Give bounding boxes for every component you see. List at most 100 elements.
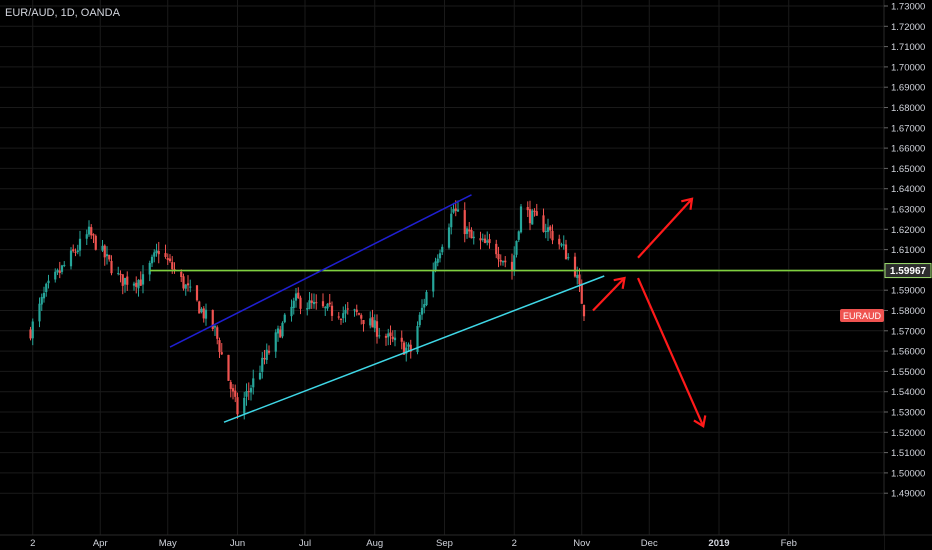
candle-body	[438, 253, 442, 259]
symbol-badge: EURAUD	[840, 309, 884, 322]
candle-body	[42, 292, 46, 299]
candle-body	[263, 357, 266, 360]
candle-body	[252, 378, 255, 388]
candle-body	[157, 250, 160, 255]
candle-body	[141, 274, 145, 285]
candle-body	[373, 320, 376, 329]
candle-body	[243, 397, 246, 414]
chart-drawings[interactable]	[150, 194, 884, 428]
candle-body	[119, 273, 122, 275]
candle-body	[342, 313, 345, 319]
arrow-line[interactable]	[637, 198, 693, 259]
candle-body	[47, 280, 50, 284]
candle-body	[499, 259, 502, 262]
candle-body	[279, 329, 282, 338]
time-tick-label: Apr	[93, 538, 108, 549]
candle-body	[355, 309, 358, 313]
candle-body	[567, 257, 570, 259]
candle-body	[531, 210, 534, 225]
candle-body	[87, 226, 91, 235]
candle-body	[132, 283, 136, 286]
arrow-line[interactable]	[592, 277, 626, 312]
candle-body	[218, 340, 221, 353]
candle-body	[126, 276, 129, 285]
time-axis-panel[interactable]	[0, 535, 884, 550]
candle-body	[29, 329, 32, 339]
candle-body	[38, 303, 41, 322]
price-tick-label: 1.67000	[891, 123, 925, 134]
candle-body	[247, 391, 250, 393]
price-tick-label: 1.61000	[891, 245, 925, 256]
candle-body	[69, 250, 73, 267]
arrow-line[interactable]	[636, 277, 705, 427]
symbol-title: EUR/AUD, 1D, OANDA	[5, 7, 121, 19]
candle-body	[389, 332, 392, 337]
candle-body	[294, 293, 298, 301]
candle-body	[420, 307, 424, 315]
candle-body	[362, 320, 365, 325]
candle-body	[267, 350, 271, 353]
candle-body	[229, 382, 232, 389]
candle-body	[153, 252, 156, 257]
channel-lower-trendline[interactable]	[223, 275, 605, 423]
candle-body	[204, 309, 208, 319]
time-tick-label: Jul	[299, 538, 311, 549]
channel-upper-trendline[interactable]	[169, 194, 472, 348]
candle-body	[63, 264, 66, 266]
candle-body	[321, 301, 325, 307]
candle-body	[468, 229, 471, 232]
candle-body	[423, 304, 426, 308]
time-tick-label: Feb	[781, 538, 797, 549]
candle-body	[310, 300, 313, 303]
candle-body	[353, 309, 356, 311]
candle-body	[391, 336, 394, 340]
candle-body	[249, 388, 253, 393]
candle-body	[40, 296, 43, 305]
price-tick-label: 1.50000	[891, 468, 925, 479]
arrow-head	[681, 197, 694, 210]
candle-body	[434, 261, 437, 272]
price-tick-label: 1.66000	[891, 144, 925, 155]
candle-body	[481, 238, 484, 240]
candle-body	[85, 234, 88, 239]
candle-body	[456, 209, 460, 212]
candle-body	[184, 284, 187, 289]
price-tick-label: 1.72000	[891, 22, 925, 33]
candle-body	[245, 391, 248, 397]
candle-body	[526, 207, 529, 211]
candle-body	[324, 307, 327, 309]
candle-body	[168, 258, 172, 262]
candle-body	[189, 286, 192, 288]
candle-body	[121, 274, 124, 286]
price-tick-label: 1.52000	[891, 428, 925, 439]
candle-body	[497, 253, 500, 260]
price-tick-label: 1.51000	[891, 448, 925, 459]
price-tick-label: 1.69000	[891, 83, 925, 94]
candle-body	[326, 303, 329, 309]
candle-body	[402, 342, 406, 355]
candle-body	[393, 337, 397, 341]
candle-body	[546, 227, 550, 232]
candle-body	[375, 321, 379, 337]
candle-body	[542, 215, 545, 232]
arrow-head	[613, 276, 626, 290]
candle-body	[580, 283, 583, 304]
candle-body	[501, 261, 505, 263]
candle-body	[337, 316, 340, 318]
candle-body	[45, 283, 48, 293]
candle-body	[94, 235, 97, 250]
price-tick-label: 1.54000	[891, 387, 925, 398]
candle-body	[236, 397, 239, 415]
candle-body	[31, 321, 34, 339]
level-price-label: 1.59967	[890, 266, 927, 277]
price-tick-label: 1.71000	[891, 42, 925, 53]
candle-body	[182, 276, 185, 289]
candle-body	[578, 274, 581, 285]
candle-body	[504, 260, 507, 263]
candle-body	[357, 313, 361, 315]
candle-body	[281, 322, 284, 337]
candle-body	[510, 261, 514, 271]
candle-body	[533, 210, 536, 212]
